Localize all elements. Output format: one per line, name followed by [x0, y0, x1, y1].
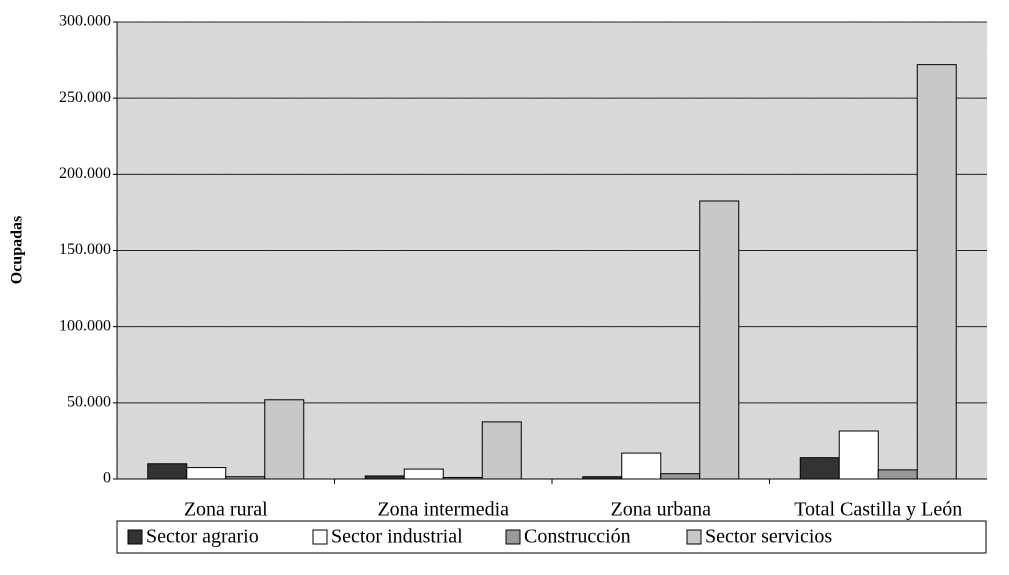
y-tick-label: 150.000 [59, 241, 111, 258]
y-tick-label: 100.000 [59, 317, 111, 334]
y-tick-label: 300.000 [59, 13, 111, 30]
y-tick-label: 200.000 [59, 165, 111, 182]
legend-swatch [505, 529, 521, 545]
legend-label: Construcción [524, 526, 631, 548]
bar [877, 469, 918, 480]
bar [799, 457, 840, 480]
x-tick-label: Zona intermedia [377, 499, 509, 521]
bar [916, 64, 957, 480]
legend-label: Sector agrario [146, 526, 259, 548]
legend-box [116, 520, 987, 554]
legend-swatch [312, 529, 328, 545]
y-tick-label: 50.000 [67, 394, 111, 411]
legend-label: Sector servicios [705, 526, 832, 548]
x-tick-label: Total Castilla y León [794, 499, 962, 521]
legend-swatch [686, 529, 702, 545]
y-tick-label: 250.000 [59, 89, 111, 106]
bar [442, 476, 483, 480]
bar [186, 467, 227, 480]
y-tick-label: 0 [103, 470, 111, 487]
bar [403, 468, 444, 480]
bar [660, 473, 701, 480]
bar [147, 463, 188, 480]
bar [264, 399, 305, 480]
bar [621, 452, 662, 480]
bar [481, 421, 522, 480]
x-tick-label: Zona urbana [610, 499, 711, 521]
legend-swatch [127, 529, 143, 545]
x-tick-label: Zona rural [184, 499, 268, 521]
y-axis-label: Ocupadas [9, 216, 26, 284]
legend-label: Sector industrial [331, 526, 463, 548]
bar [838, 430, 879, 480]
bar [225, 476, 266, 480]
bar [582, 476, 623, 480]
bar [699, 200, 740, 480]
bar [364, 475, 405, 480]
